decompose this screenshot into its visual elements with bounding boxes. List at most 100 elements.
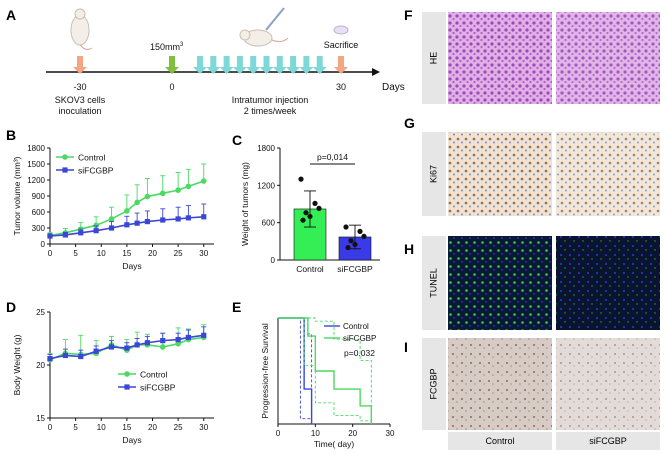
row-label-tunel: TUNEL bbox=[428, 268, 438, 298]
data-point bbox=[312, 200, 318, 206]
fcgbp-control-image bbox=[448, 338, 552, 430]
x-tick-label: 25 bbox=[174, 249, 183, 258]
inoculation-label-line1: SKOV3 cells bbox=[55, 95, 106, 105]
ci-lower-siFCGBP bbox=[278, 317, 372, 424]
injection-arrow bbox=[210, 56, 217, 68]
panel-d-label: D bbox=[6, 299, 16, 315]
y-tick-label: 600 bbox=[32, 208, 46, 217]
data-point bbox=[303, 210, 309, 216]
injection-arrowhead bbox=[246, 67, 261, 74]
panel-d: D 15 20 25 0 5 10 15 20 25 30 Days Body Weight (g) C… bbox=[6, 299, 214, 445]
category-label: Control bbox=[296, 264, 324, 274]
ci-upper-Control bbox=[278, 317, 313, 424]
injection-arrow bbox=[223, 56, 230, 68]
data-point bbox=[357, 228, 363, 234]
y-tick-label: 900 bbox=[32, 192, 46, 201]
data-point bbox=[108, 344, 115, 350]
data-point bbox=[201, 214, 207, 220]
panel-b: B 0 300 600 900 1200 1500 1800 0 5 10 15 20 25 30 Days… bbox=[6, 127, 214, 271]
category-label: siFCGBP bbox=[337, 264, 373, 274]
ki67-control-image bbox=[448, 132, 552, 216]
ki67-sifcgbp-image bbox=[556, 132, 660, 216]
injection-label-line2: 2 times/week bbox=[244, 106, 297, 116]
data-point bbox=[134, 342, 140, 348]
row-label-he: HE bbox=[428, 52, 438, 65]
x-tick-label: 5 bbox=[73, 249, 78, 258]
panel-f-label: F bbox=[404, 7, 413, 23]
inoculation-arrow bbox=[73, 56, 87, 74]
sacrifice-arrow bbox=[334, 56, 348, 74]
data-point bbox=[62, 352, 68, 359]
data-point bbox=[361, 233, 367, 239]
sacrifice-label: Sacrifice bbox=[324, 40, 359, 50]
p-value-annotation: p=0,014 bbox=[317, 152, 348, 162]
data-point bbox=[185, 183, 192, 190]
col-label-box-sifcgbp bbox=[556, 432, 660, 450]
y-tick-label: 0 bbox=[41, 240, 46, 249]
x-tick-label: 5 bbox=[73, 423, 78, 432]
x-axis-label: Time( day) bbox=[314, 439, 354, 449]
mouse-injection-icon bbox=[239, 7, 289, 47]
data-point bbox=[185, 215, 191, 221]
data-point bbox=[159, 344, 166, 350]
legend-label: Control bbox=[78, 153, 106, 163]
panel-h-label: H bbox=[404, 241, 414, 257]
injection-arrow bbox=[197, 56, 203, 68]
data-point bbox=[78, 353, 84, 360]
legend-label: siFCGBP bbox=[140, 383, 176, 393]
tumor-weight-chart: 0 600 1200 1800 Weight of tumors (mg) Control… bbox=[240, 144, 380, 274]
timeline-arrowhead bbox=[372, 68, 380, 76]
y-axis-label: Body Weight (g) bbox=[12, 334, 22, 395]
data-point bbox=[175, 216, 181, 222]
tick-0: 0 bbox=[169, 82, 174, 92]
data-point bbox=[144, 219, 150, 225]
data-point bbox=[160, 217, 166, 223]
legend-label: Control bbox=[343, 322, 369, 331]
y-tick-label: 600 bbox=[262, 219, 276, 228]
panel-a: A Days bbox=[6, 7, 405, 116]
x-tick-label: 20 bbox=[148, 423, 157, 432]
data-point bbox=[78, 230, 84, 236]
y-tick-label: 1200 bbox=[257, 181, 275, 190]
timeline-xlabel: Days bbox=[382, 82, 405, 93]
injection-arrow bbox=[276, 56, 283, 68]
legend-marker bbox=[124, 371, 130, 377]
col-label-box-control bbox=[448, 432, 552, 450]
ci-upper-siFCGBP bbox=[278, 317, 372, 424]
injection-arrowhead bbox=[219, 67, 234, 74]
injection-arrowhead bbox=[232, 67, 247, 74]
x-axis-label: Days bbox=[122, 261, 141, 271]
ci-lower-Control bbox=[278, 317, 313, 424]
data-point bbox=[348, 238, 354, 244]
x-tick-label: 20 bbox=[348, 429, 357, 438]
x-tick-label: 0 bbox=[48, 249, 53, 258]
data-point bbox=[144, 340, 150, 346]
tunel-control-image bbox=[448, 236, 552, 330]
data-point bbox=[343, 224, 349, 230]
data-point bbox=[175, 336, 181, 343]
y-axis-label: Progression-free Survival bbox=[260, 323, 270, 419]
x-tick-label: 30 bbox=[199, 423, 208, 432]
data-point bbox=[144, 193, 151, 200]
histology-grid: F G H I HE Ki67 TUNEL FCGBP Control siFC… bbox=[404, 7, 660, 450]
data-point bbox=[108, 225, 115, 231]
body-weight-chart: 15 20 25 0 5 10 15 20 25 30 Days Body Weight (g) Con… bbox=[12, 308, 214, 445]
row-label-fcgbp: FCGBP bbox=[428, 368, 438, 399]
data-point bbox=[134, 220, 140, 226]
injection-arrow bbox=[263, 56, 270, 68]
legend-label: siFCGBP bbox=[343, 334, 376, 343]
volume-label: 150mm3 bbox=[150, 42, 184, 52]
survival-curve-siFCGBP bbox=[278, 317, 373, 424]
legend-marker bbox=[62, 154, 68, 160]
data-point bbox=[124, 222, 130, 228]
he-control-image bbox=[448, 12, 552, 104]
y-tick-label: 15 bbox=[36, 414, 45, 423]
y-axis-label: Tumor volume (mm³) bbox=[12, 156, 22, 235]
injection-arrowhead bbox=[312, 67, 327, 74]
injection-arrowhead bbox=[206, 67, 221, 74]
legend-label: siFCGBP bbox=[78, 166, 114, 176]
row-label-box-tunel bbox=[422, 236, 446, 330]
data-point bbox=[345, 244, 351, 251]
data-point bbox=[300, 217, 306, 223]
data-point bbox=[175, 341, 181, 347]
